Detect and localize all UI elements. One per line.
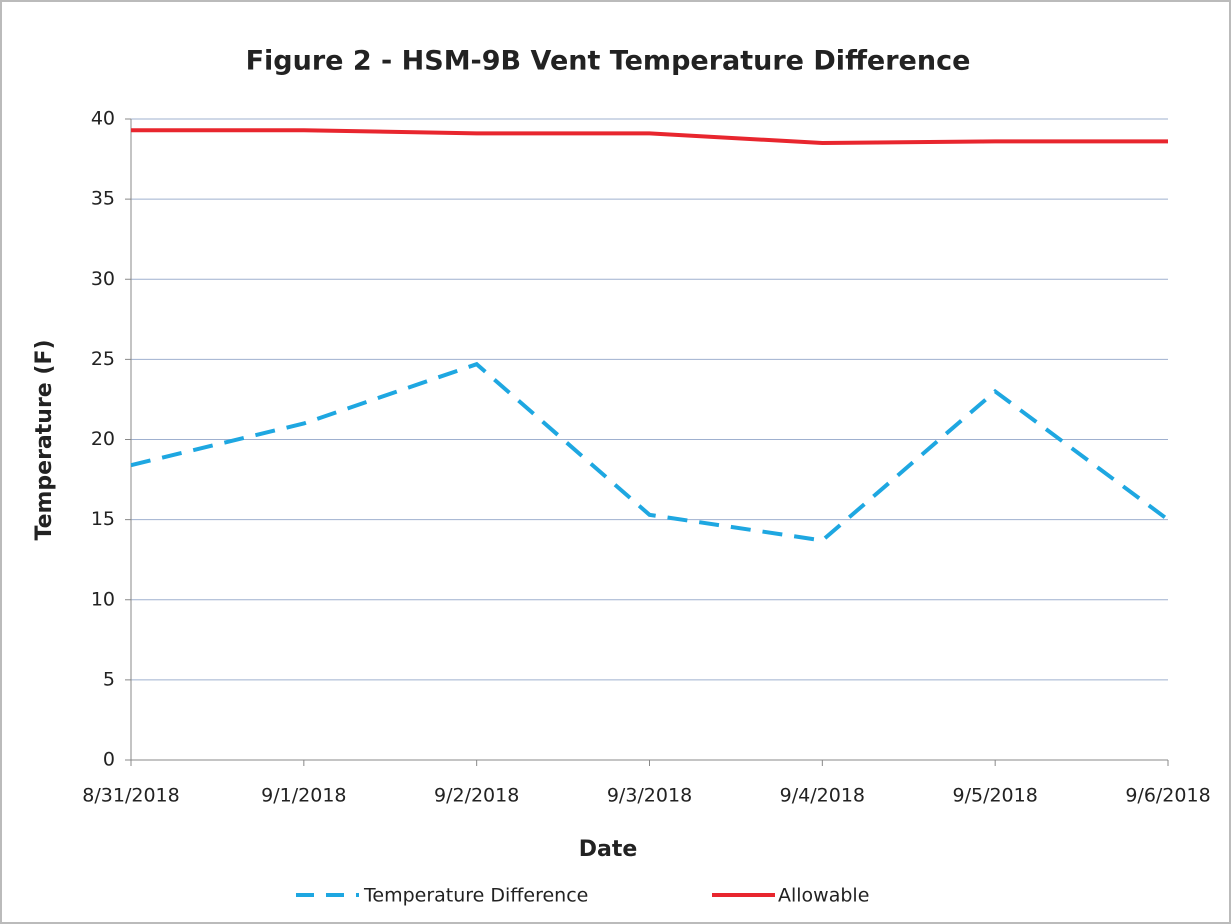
x-tick-label: 9/5/2018 (952, 785, 1037, 807)
y-tick-label: 10 (91, 588, 115, 610)
x-tick-label: 8/31/2018 (82, 785, 179, 807)
chart-title: Figure 2 - HSM-9B Vent Temperature Diffe… (246, 46, 971, 77)
series-line (130, 361, 1170, 543)
y-tick-label: 30 (91, 268, 115, 290)
legend-label: Temperature Difference (363, 885, 588, 907)
y-tick-label: 25 (91, 348, 115, 370)
x-axis-title: Date (579, 837, 638, 862)
x-tick-label: 9/1/2018 (261, 785, 346, 807)
x-tick-label: 9/4/2018 (780, 785, 865, 807)
y-tick-label: 40 (91, 108, 115, 130)
x-tick-label: 9/2/2018 (434, 785, 519, 807)
series-line (131, 128, 1168, 146)
y-tick-label: 20 (91, 428, 115, 450)
x-tick-label: 9/6/2018 (1125, 785, 1210, 807)
x-tick-label: 9/3/2018 (607, 785, 692, 807)
y-tick-label: 35 (91, 188, 115, 210)
legend-label: Allowable (778, 885, 869, 907)
y-axis-title: Temperature (F) (32, 339, 57, 540)
y-tick-label: 15 (91, 508, 115, 530)
y-tick-label: 0 (103, 749, 115, 771)
y-tick-label: 5 (103, 668, 115, 690)
